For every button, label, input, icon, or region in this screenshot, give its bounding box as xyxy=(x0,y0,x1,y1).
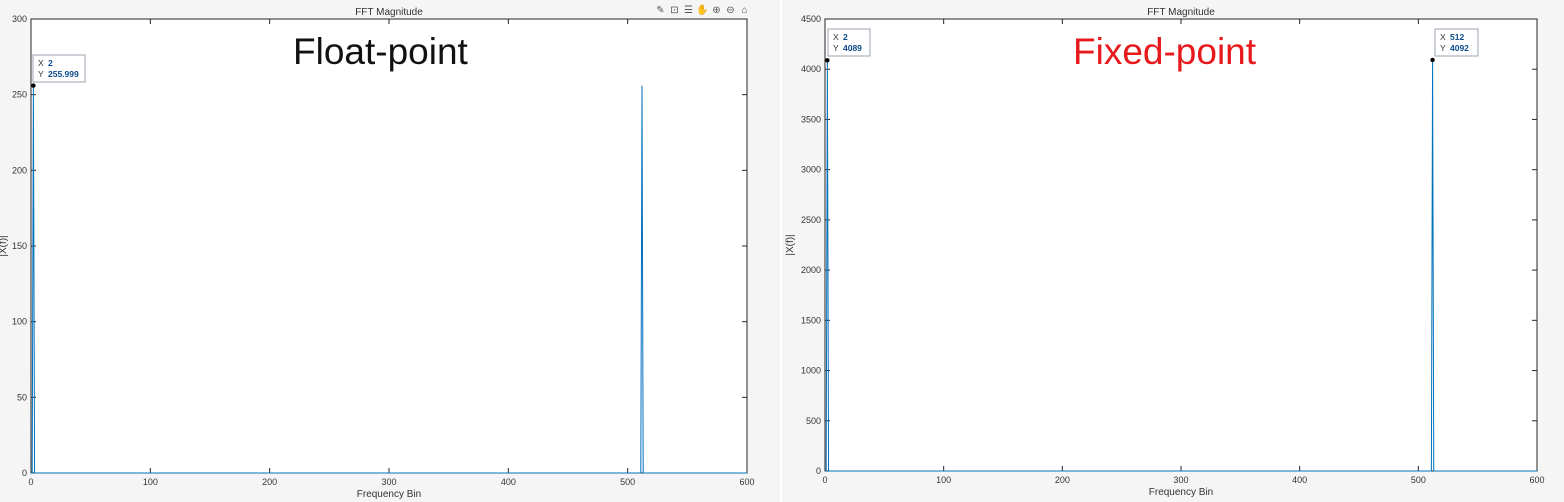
datatip-x-key: X xyxy=(833,32,839,42)
figure-panel-fixed: FFT Magnitude Frequency Bin |X(f)| 0 100 200 3… xyxy=(782,0,1564,502)
x-tick-label: 400 xyxy=(1292,475,1307,485)
y-tick-label: 3500 xyxy=(801,114,821,124)
y-axis-label: |X(f)| xyxy=(785,234,796,255)
datatip-y-key: Y xyxy=(833,43,839,53)
datatip-y-key: Y xyxy=(1440,43,1446,53)
chart-float-point: FFT Magnitude Frequency Bin |X(f)| 0 100 200 3… xyxy=(0,7,755,500)
y-tick-label: 100 xyxy=(12,317,27,327)
datatip-marker xyxy=(825,58,830,63)
y-axis-label: |X(f)| xyxy=(0,235,9,256)
y-tick-label: 1500 xyxy=(801,315,821,325)
datatip-y-key: Y xyxy=(38,69,44,79)
y-tick-label: 300 xyxy=(12,14,27,24)
y-tick-label: 2000 xyxy=(801,265,821,275)
chart-title: FFT Magnitude xyxy=(355,7,423,18)
datatip-marker xyxy=(1430,57,1435,63)
x-tick-label: 300 xyxy=(1173,475,1188,485)
y-tick-label: 1000 xyxy=(801,366,821,376)
y-tick-label: 2500 xyxy=(801,215,821,225)
datatip-x-value: 2 xyxy=(843,32,848,42)
legend-icon[interactable]: ☰ xyxy=(684,4,693,16)
y-tick-label: 0 xyxy=(816,466,821,476)
plot-area xyxy=(30,18,748,474)
y-tick-label: 0 xyxy=(22,468,27,478)
x-tick-label: 200 xyxy=(1055,475,1070,485)
datatip-x-value: 2 xyxy=(48,58,53,68)
datatip-y-value: 4089 xyxy=(843,43,862,53)
x-tick-label: 100 xyxy=(143,477,158,487)
x-tick-label: 100 xyxy=(936,475,951,485)
float-point-label: Float-point xyxy=(293,31,468,72)
panel-divider xyxy=(780,0,782,502)
brush-icon[interactable]: ✎ xyxy=(656,4,665,16)
x-axis-label: Frequency Bin xyxy=(357,489,421,500)
datatip-x-key: X xyxy=(38,58,44,68)
datatip-box xyxy=(827,28,871,57)
y-tick-label: 3000 xyxy=(801,165,821,175)
datatip-x-value: 512 xyxy=(1450,32,1464,42)
fixed-point-label: Fixed-point xyxy=(1073,31,1257,72)
datatip-box xyxy=(32,54,86,83)
x-tick-label: 400 xyxy=(501,477,516,487)
x-tick-label: 500 xyxy=(620,477,635,487)
chart-title: FFT Magnitude xyxy=(1147,7,1215,18)
y-tick-label: 4000 xyxy=(801,64,821,74)
y-tick-label: 150 xyxy=(12,241,27,251)
datatip-y-value: 4092 xyxy=(1450,43,1469,53)
plot-area xyxy=(824,18,1538,472)
datatip-x-key: X xyxy=(1440,32,1446,42)
x-tick-label: 0 xyxy=(28,477,33,487)
y-tick-label: 250 xyxy=(12,90,27,100)
chart-fixed-point: FFT Magnitude Frequency Bin |X(f)| 0 100 200 3… xyxy=(785,7,1545,498)
x-tick-label: 600 xyxy=(1529,475,1544,485)
series-line-0 xyxy=(825,59,1537,472)
series-line-0 xyxy=(31,85,747,474)
x-tick-label: 0 xyxy=(822,475,827,485)
zoom-in-icon[interactable]: ⊕ xyxy=(712,4,721,16)
pan-icon[interactable]: ✋ xyxy=(696,4,709,16)
datatip-marker xyxy=(31,83,36,88)
y-tick-label: 4500 xyxy=(801,14,821,24)
figure-panel-float: FFT Magnitude Frequency Bin |X(f)| 0 100 200 3… xyxy=(0,0,780,502)
axes-toolbar: ✎ ⊡ ☰ ✋ ⊕ ⊖ ⌂ xyxy=(654,4,751,17)
home-icon[interactable]: ⌂ xyxy=(741,4,748,16)
zoom-out-icon[interactable]: ⊖ xyxy=(726,4,735,16)
datatip-y-value: 255.999 xyxy=(48,69,79,79)
y-tick-label: 50 xyxy=(17,392,27,402)
x-axis-label: Frequency Bin xyxy=(1149,487,1213,498)
x-tick-label: 300 xyxy=(381,477,396,487)
datatip-box xyxy=(1434,28,1479,57)
x-tick-label: 600 xyxy=(739,477,754,487)
datatip-icon[interactable]: ⊡ xyxy=(670,4,679,16)
y-tick-label: 200 xyxy=(12,165,27,175)
x-tick-label: 200 xyxy=(262,477,277,487)
x-tick-label: 500 xyxy=(1411,475,1426,485)
y-tick-label: 500 xyxy=(806,416,821,426)
